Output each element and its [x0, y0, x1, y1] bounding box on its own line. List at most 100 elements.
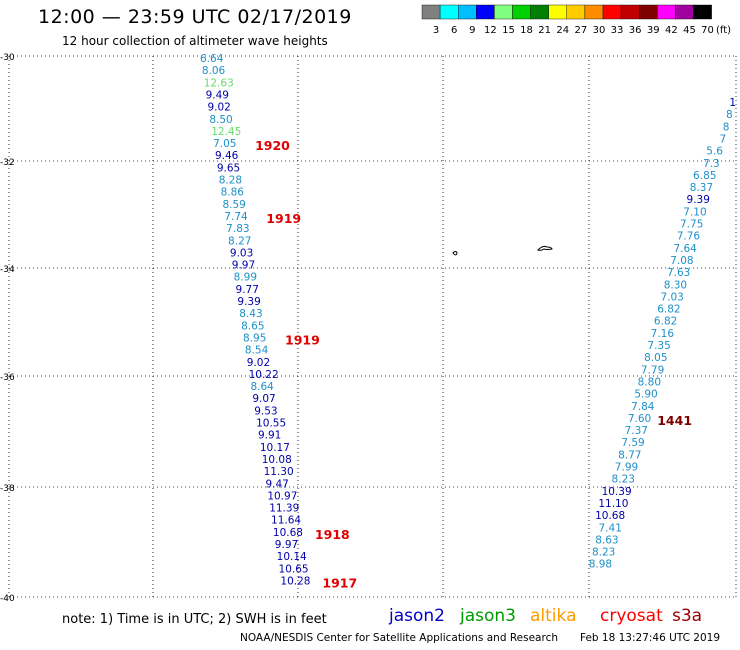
- swh-value: 10.22: [249, 369, 279, 381]
- swh-value: 10.65: [279, 563, 309, 575]
- legend-label: 12: [484, 25, 497, 36]
- swh-value: 8.30: [664, 279, 687, 291]
- swh-value: 6.85: [693, 170, 716, 182]
- legend-label: 39: [647, 25, 660, 36]
- swh-value: 9.47: [265, 478, 288, 490]
- swh-value: 7.08: [670, 255, 693, 267]
- swh-value: 8.86: [221, 187, 245, 199]
- swh-value: 10.68: [595, 510, 625, 522]
- swh-value: 8.06: [202, 65, 226, 77]
- swh-value: 11.30: [264, 466, 294, 478]
- swh-value: 8.54: [245, 345, 269, 357]
- swh-value: 11.39: [269, 503, 299, 515]
- swh-value: 8.23: [592, 547, 615, 559]
- legend-label: 15: [502, 25, 515, 36]
- swh-value: 7.3: [703, 158, 720, 170]
- swh-value: 10.55: [256, 418, 286, 430]
- swh-value: 9.07: [252, 393, 275, 405]
- legend-label: 36: [629, 25, 642, 36]
- swh-value: 12.45: [211, 126, 241, 138]
- axis-labels: -90-87-84-81-78-75-30-32-34-36-38-40: [0, 53, 15, 604]
- swh-value: 8.64: [250, 381, 274, 393]
- island-east: [537, 245, 553, 251]
- lat-label: -30: [0, 53, 15, 63]
- footer-note: note: 1) Time is in UTC; 2) SWH is in fe…: [62, 612, 327, 627]
- swh-value: 10.08: [262, 454, 292, 466]
- swh-value: 8.28: [219, 175, 242, 187]
- legend-label: 27: [574, 25, 587, 36]
- swh-value: 9.46: [215, 150, 239, 162]
- pass-time-label: 1917: [322, 575, 357, 590]
- swh-value: 8.50: [209, 114, 232, 126]
- altimeter-map: -90-87-84-81-78-75-30-32-34-36-38-40 6.6…: [0, 53, 737, 604]
- legend-label: 21: [538, 25, 551, 36]
- swh-value: 9.03: [230, 247, 253, 259]
- swh-value: 7.41: [599, 522, 622, 534]
- map-subtitle: 12 hour collection of altimeter wave hei…: [62, 34, 328, 48]
- legend-label: 3: [433, 25, 439, 36]
- swh-value: 7.10: [683, 206, 706, 218]
- swh-value: 8.99: [234, 272, 257, 284]
- legend-label: 6: [451, 25, 457, 36]
- swh-value: 8.63: [595, 534, 618, 546]
- swh-value: 9.97: [275, 539, 298, 551]
- swh-value: 9.02: [247, 357, 270, 369]
- track-right: 18875.67.36.858.379.397.107.757.767.647.…: [589, 97, 736, 571]
- swh-value: 9.39: [687, 194, 710, 206]
- legend-swatch: [693, 4, 712, 20]
- swh-value: 7.64: [673, 243, 697, 255]
- swh-value: 9.65: [217, 162, 240, 174]
- credit-text: NOAA/NESDIS Center for Satellite Applica…: [240, 632, 558, 644]
- swh-value: 10.14: [277, 551, 307, 563]
- swh-value: 8.65: [241, 320, 264, 332]
- islands: [452, 245, 553, 256]
- swh-value: 6.64: [200, 53, 224, 65]
- swh-value: 7.37: [625, 425, 648, 437]
- legend-label: 33: [611, 25, 624, 36]
- satellite-name: s3a: [672, 606, 703, 626]
- swh-value: 8.77: [618, 449, 641, 461]
- swh-value: 8.27: [228, 235, 251, 247]
- swh-value: 9.02: [207, 102, 230, 114]
- lat-label: -38: [0, 484, 15, 494]
- swh-value: 8.98: [589, 559, 612, 571]
- swh-value: 8.43: [239, 308, 262, 320]
- graticule: [8, 55, 737, 598]
- legend-label: 24: [556, 25, 569, 36]
- swh-value: 9.97: [232, 260, 255, 272]
- legend-label: 70: [701, 25, 714, 36]
- swh-value: 7.83: [226, 223, 249, 235]
- pass-time-label: 1441: [657, 413, 692, 428]
- swh-value: 9.49: [206, 89, 229, 101]
- swh-value: 5.6: [706, 146, 723, 158]
- swh-value: 7.99: [615, 462, 638, 474]
- legend-label: 18: [520, 25, 533, 36]
- swh-value: 11.64: [271, 515, 301, 527]
- swh-value: 7.84: [631, 401, 655, 413]
- swh-value: 7.79: [641, 364, 664, 376]
- satellite-name: cryosat: [600, 606, 663, 626]
- legend-label: 42: [665, 25, 678, 36]
- pass-time-label: 1919: [266, 211, 301, 226]
- color-legend: 3 6 9 12 15 18 21 24 27 30 33 36 39 42 45 70 (ft): [421, 4, 731, 36]
- swh-value: 6.82: [654, 316, 677, 328]
- pass-time-label: 1920: [255, 138, 290, 153]
- legend-label: 45: [683, 25, 696, 36]
- swh-value: 7: [720, 133, 727, 145]
- swh-value: 8.80: [638, 376, 661, 388]
- swh-value: 9.39: [237, 296, 260, 308]
- swh-value: 9.91: [258, 430, 281, 442]
- swh-value: 8.95: [243, 332, 266, 344]
- pass-time-label: 1919: [285, 332, 320, 347]
- swh-value: 10.28: [280, 575, 310, 587]
- legend-label: 9: [469, 25, 475, 36]
- lat-label: -34: [0, 265, 15, 275]
- map-title: 12:00 — 23:59 UTC 02/17/2019: [38, 6, 352, 28]
- swh-value: 8.59: [222, 199, 245, 211]
- lat-label: -40: [0, 594, 15, 604]
- pass-time-label: 1918: [315, 527, 350, 542]
- lat-label: -32: [0, 158, 15, 168]
- swh-value: 1: [729, 97, 736, 109]
- swh-value: 7.35: [647, 340, 670, 352]
- track-left: 6.648.0612.639.499.028.5012.457.059.469.…: [200, 53, 357, 590]
